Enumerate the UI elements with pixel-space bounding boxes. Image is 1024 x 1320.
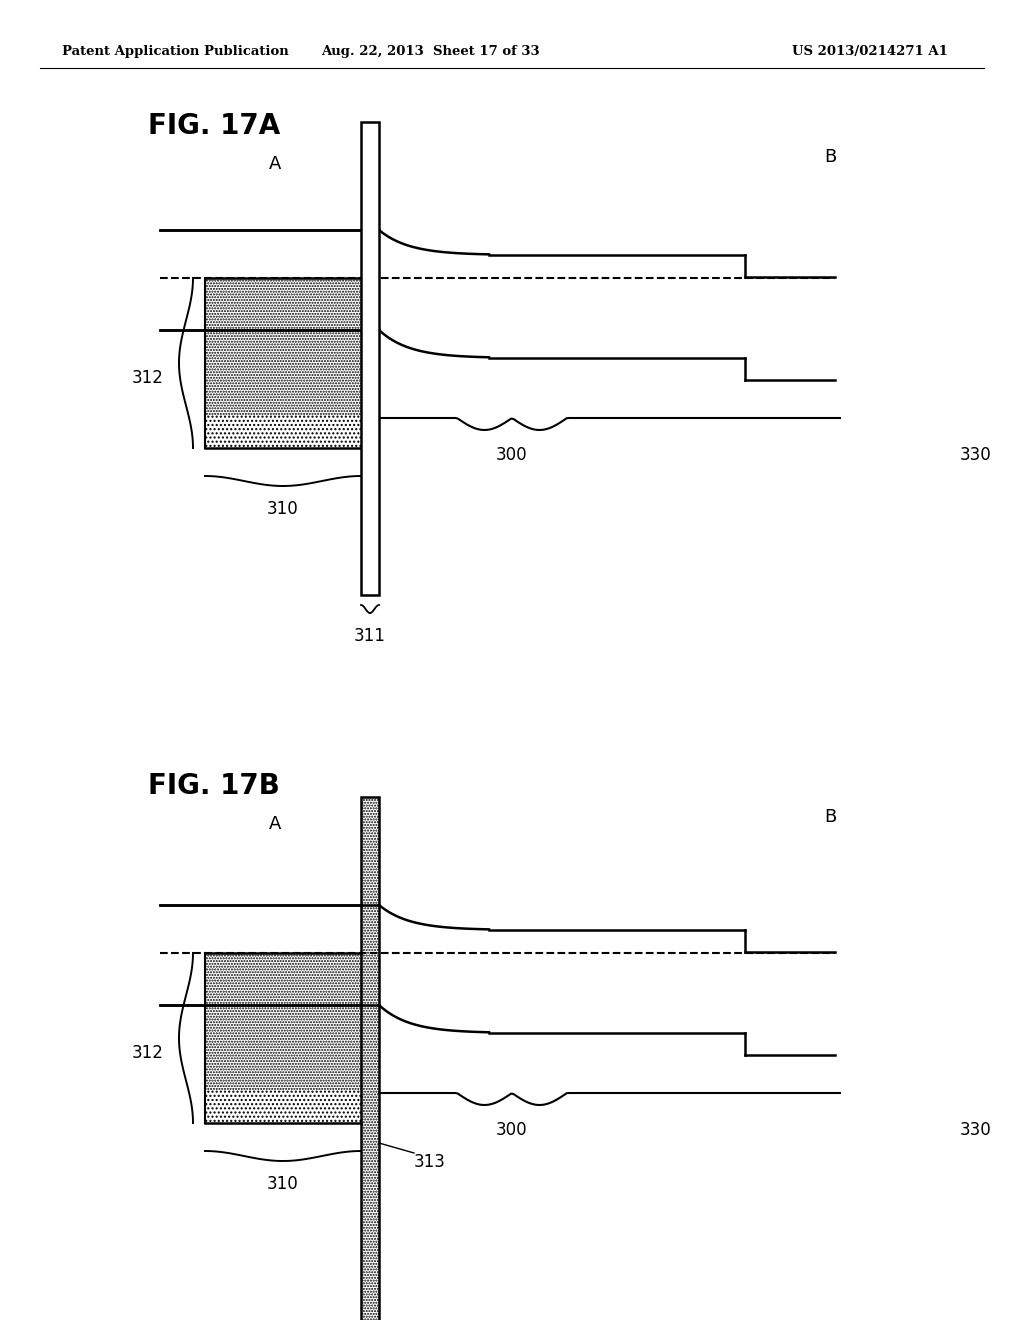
Text: 330: 330 <box>959 1121 991 1139</box>
Bar <box>205 1090 361 1123</box>
Bar <box>205 953 361 1090</box>
Text: 312: 312 <box>132 1044 164 1063</box>
Text: FIG. 17A: FIG. 17A <box>148 112 281 140</box>
Text: 312: 312 <box>132 370 164 387</box>
Text: B: B <box>824 808 837 826</box>
Text: 330: 330 <box>959 446 991 465</box>
Text: A: A <box>269 814 282 833</box>
Bar <box>361 121 379 595</box>
Text: 300: 300 <box>497 1121 527 1139</box>
Text: US 2013/0214271 A1: US 2013/0214271 A1 <box>792 45 948 58</box>
Text: 310: 310 <box>267 1175 299 1193</box>
Bar <box>205 279 361 414</box>
Bar <box>361 797 379 1320</box>
Bar <box>205 414 361 447</box>
Text: 300: 300 <box>497 446 527 465</box>
Text: B: B <box>824 148 837 166</box>
Text: 313: 313 <box>414 1152 445 1171</box>
Text: 310: 310 <box>267 500 299 517</box>
Text: 311: 311 <box>354 627 386 645</box>
Text: FIG. 17B: FIG. 17B <box>148 772 280 800</box>
Text: Aug. 22, 2013  Sheet 17 of 33: Aug. 22, 2013 Sheet 17 of 33 <box>321 45 540 58</box>
Text: A: A <box>269 154 282 173</box>
Text: Patent Application Publication: Patent Application Publication <box>62 45 289 58</box>
